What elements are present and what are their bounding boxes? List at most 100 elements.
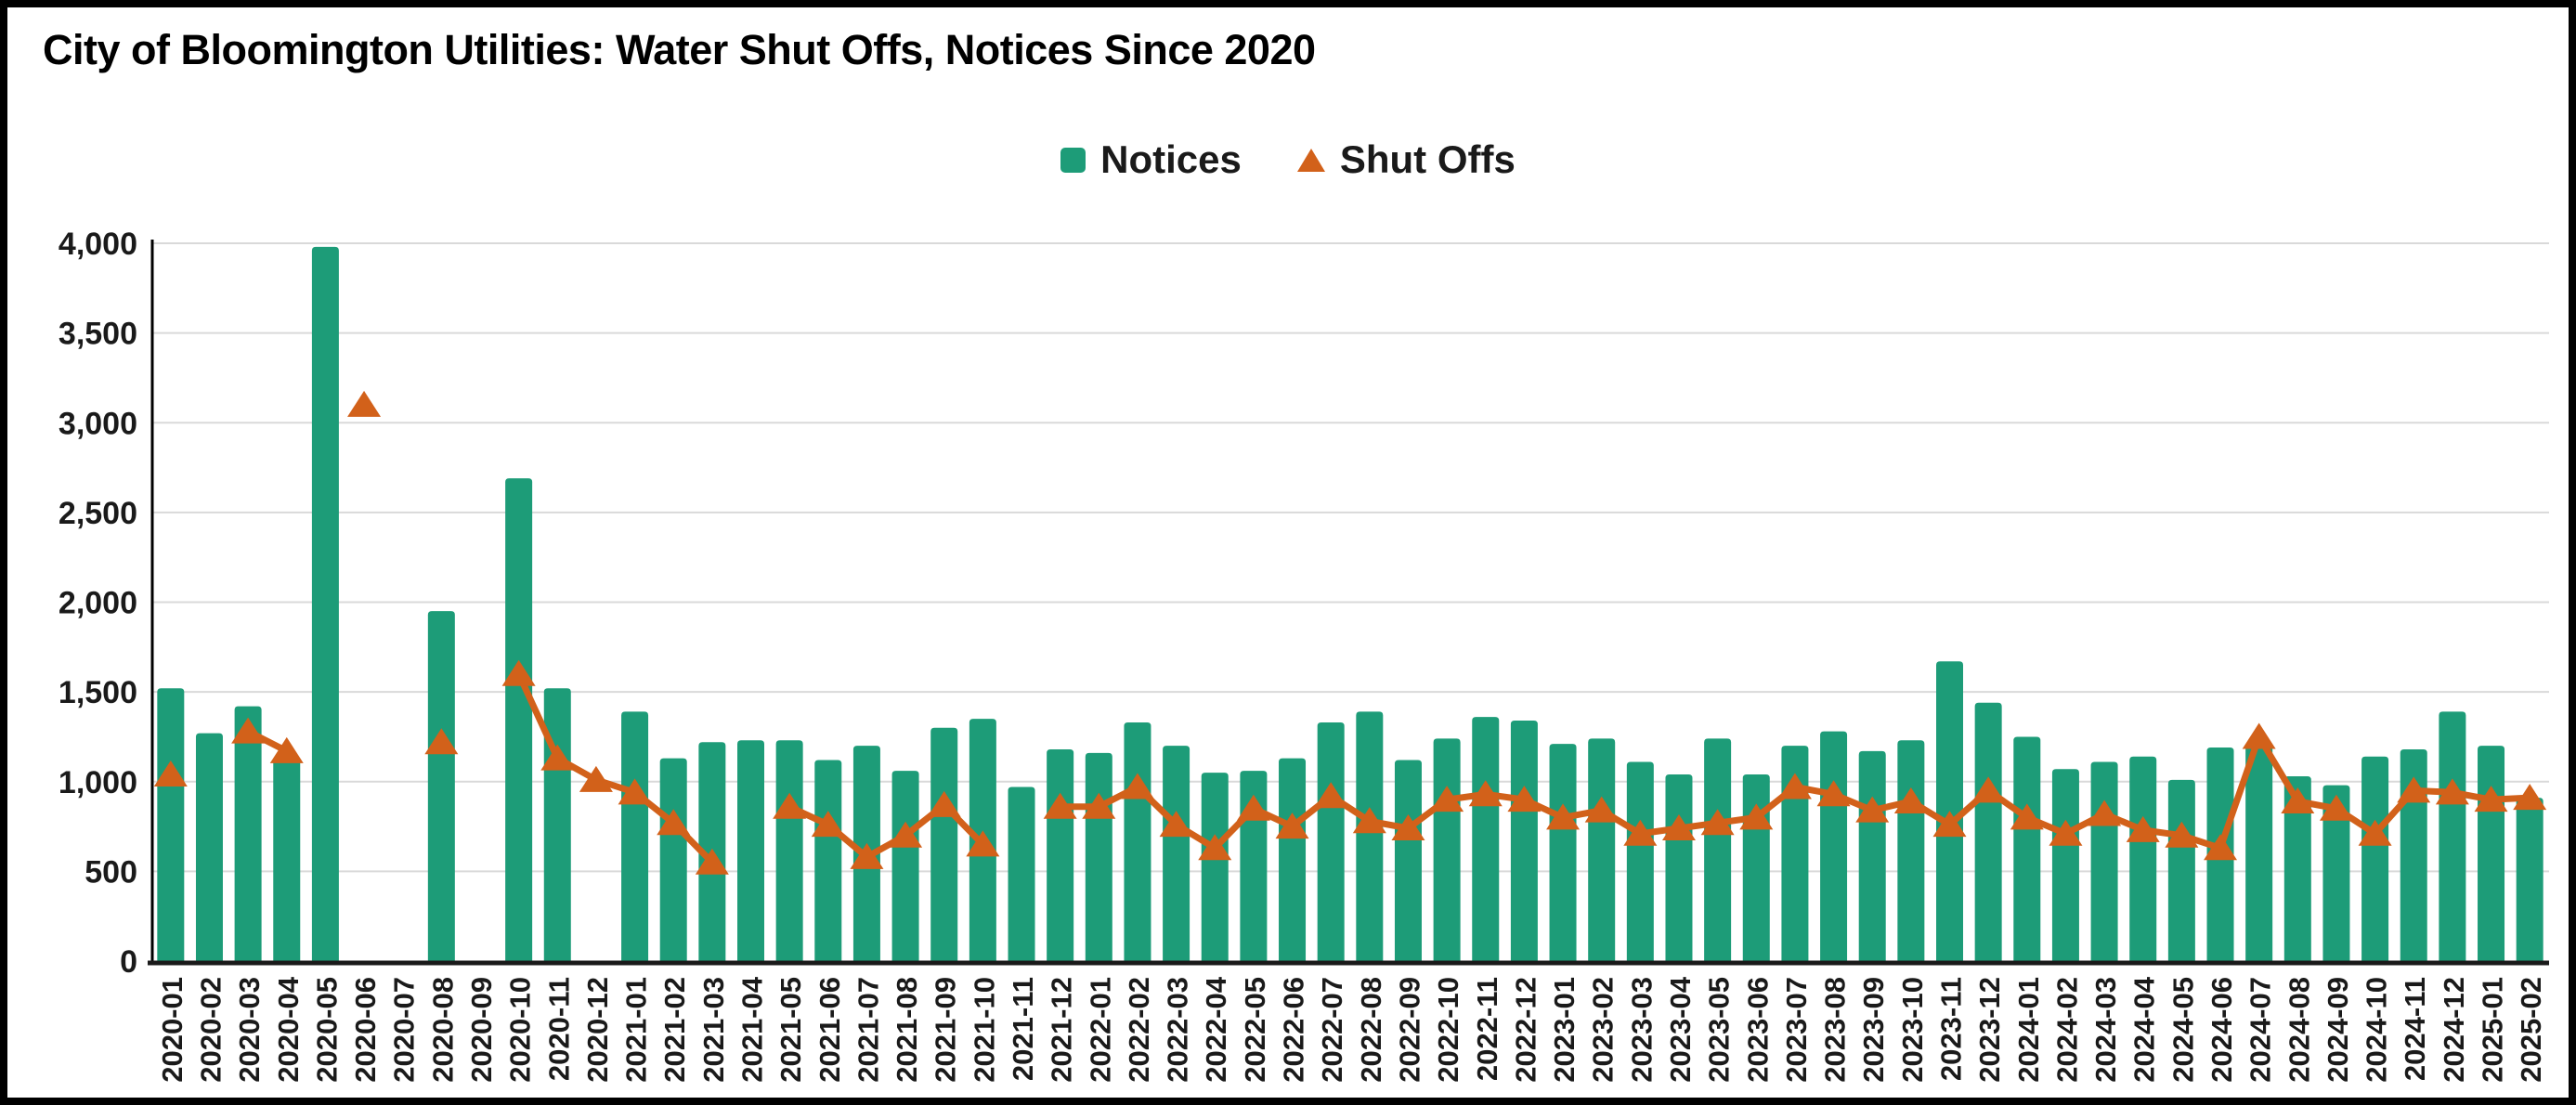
shutoffs-marker-2020-01 bbox=[153, 760, 188, 787]
shutoffs-marker-2021-10 bbox=[966, 830, 1000, 857]
shutoffs-marker-2024-07 bbox=[2242, 722, 2276, 749]
shutoffs-marker-2021-05 bbox=[773, 792, 807, 819]
x-tick-label-2021-01: 2021-01 bbox=[620, 977, 653, 1083]
x-tick-label-2024-11: 2024-11 bbox=[2399, 977, 2431, 1081]
y-tick-label-3500: 3,500 bbox=[59, 317, 137, 352]
shutoffs-marker-2024-08 bbox=[2281, 787, 2315, 814]
x-tick-label-2022-10: 2022-10 bbox=[1432, 977, 1464, 1083]
shutoffs-marker-2024-01 bbox=[2010, 803, 2044, 830]
y-tick-label-2500: 2,500 bbox=[59, 496, 137, 531]
x-tick-label-2020-08: 2020-08 bbox=[426, 977, 459, 1083]
bar-2023-10 bbox=[1897, 740, 1925, 961]
shutoffs-marker-2022-07 bbox=[1314, 782, 1348, 809]
x-tick-label-2021-09: 2021-09 bbox=[930, 977, 962, 1083]
x-tick-label-2022-09: 2022-09 bbox=[1393, 977, 1425, 1083]
x-tick-label-2023-06: 2023-06 bbox=[1741, 977, 1774, 1083]
shutoffs-marker-2022-04 bbox=[1198, 834, 1232, 861]
y-tick-label-2000: 2,000 bbox=[59, 586, 137, 621]
x-tick-label-2023-09: 2023-09 bbox=[1857, 977, 1890, 1083]
shutoffs-line bbox=[244, 670, 2533, 866]
bar-2020-02 bbox=[195, 733, 223, 961]
shutoffs-marker-2024-04 bbox=[2126, 815, 2160, 842]
shutoffs-marker-2024-09 bbox=[2319, 794, 2353, 821]
legend-item-notices: Notices bbox=[1060, 137, 1242, 182]
shutoffs-marker-2021-08 bbox=[889, 821, 923, 848]
shutoffs-marker-2023-07 bbox=[1777, 773, 1812, 800]
bar-2023-02 bbox=[1588, 738, 1616, 961]
bar-2024-03 bbox=[2090, 761, 2118, 961]
bar-2025-02 bbox=[2516, 798, 2543, 961]
shutoffs-marker-2023-08 bbox=[1816, 780, 1851, 807]
bar-2022-09 bbox=[1394, 760, 1422, 961]
shutoffs-marker-2021-02 bbox=[657, 809, 691, 836]
x-tick-label-2024-07: 2024-07 bbox=[2244, 977, 2277, 1083]
x-tick-label-2023-05: 2023-05 bbox=[1703, 977, 1736, 1083]
bar-2021-04 bbox=[737, 740, 764, 961]
bar-2023-12 bbox=[1974, 702, 2002, 961]
x-tick-label-2023-12: 2023-12 bbox=[1973, 977, 2006, 1083]
x-tick-label-2020-06: 2020-06 bbox=[349, 977, 382, 1083]
bar-2023-04 bbox=[1665, 774, 1693, 961]
x-tick-label-2022-01: 2022-01 bbox=[1084, 977, 1116, 1083]
bar-2022-12 bbox=[1510, 721, 1538, 961]
bar-2024-09 bbox=[2322, 785, 2350, 961]
x-tick-label-2022-07: 2022-07 bbox=[1316, 977, 1348, 1083]
shutoffs-marker-2022-06 bbox=[1275, 812, 1309, 839]
x-tick-label-2023-02: 2023-02 bbox=[1587, 977, 1620, 1083]
bar-2021-06 bbox=[814, 760, 842, 961]
shutoffs-marker-2023-10 bbox=[1893, 787, 1928, 814]
x-tick-label-2024-08: 2024-08 bbox=[2283, 977, 2315, 1083]
shutoffs-marker-2025-01 bbox=[2474, 786, 2508, 812]
shutoffs-marker-2022-12 bbox=[1507, 786, 1542, 812]
x-tick-label-2022-12: 2022-12 bbox=[1509, 977, 1542, 1083]
shutoffs-marker-2021-03 bbox=[695, 848, 729, 875]
x-tick-label-2020-03: 2020-03 bbox=[233, 977, 266, 1083]
bar-2020-11 bbox=[543, 688, 571, 961]
shutoffs-marker-2022-02 bbox=[1120, 773, 1154, 800]
bar-2022-08 bbox=[1356, 711, 1384, 961]
shutoffs-marker-2020-03 bbox=[231, 717, 266, 744]
bar-2023-07 bbox=[1781, 746, 1809, 961]
x-tick-label-2024-10: 2024-10 bbox=[2361, 977, 2393, 1083]
shutoffs-marker-2022-05 bbox=[1236, 794, 1270, 821]
y-tick-label-500: 500 bbox=[85, 854, 137, 890]
x-tick-label-2023-08: 2023-08 bbox=[1819, 977, 1852, 1083]
x-tick-label-2021-03: 2021-03 bbox=[697, 977, 730, 1083]
x-tick-label-2020-01: 2020-01 bbox=[156, 977, 189, 1083]
bar-2024-04 bbox=[2129, 756, 2157, 961]
shutoffs-marker-2025-02 bbox=[2513, 784, 2547, 811]
x-tick-label-2022-08: 2022-08 bbox=[1355, 977, 1387, 1083]
shutoffs-marker-2024-11 bbox=[2397, 776, 2431, 803]
bar-2024-08 bbox=[2283, 775, 2311, 961]
bar-2023-05 bbox=[1704, 738, 1732, 961]
shutoffs-marker-2023-09 bbox=[1855, 796, 1890, 823]
shutoffs-triangle-icon bbox=[1296, 148, 1325, 172]
x-tick-label-2025-01: 2025-01 bbox=[2477, 977, 2509, 1083]
x-tick-label-2020-07: 2020-07 bbox=[388, 977, 421, 1083]
bar-2023-08 bbox=[1820, 731, 1848, 961]
bar-2021-12 bbox=[1047, 748, 1074, 961]
x-tick-label-2020-04: 2020-04 bbox=[272, 976, 305, 1083]
bar-2022-10 bbox=[1433, 738, 1461, 961]
bar-2021-09 bbox=[930, 727, 958, 961]
shutoffs-marker-2020-10 bbox=[501, 659, 536, 686]
bar-2020-03 bbox=[234, 706, 262, 961]
shutoffs-marker-2023-06 bbox=[1739, 803, 1774, 830]
x-tick-label-2024-02: 2024-02 bbox=[2050, 977, 2083, 1083]
bar-2024-01 bbox=[2013, 736, 2041, 961]
x-tick-label-2020-10: 2020-10 bbox=[504, 977, 537, 1083]
x-tick-label-2024-06: 2024-06 bbox=[2205, 977, 2238, 1083]
shutoffs-marker-2021-01 bbox=[618, 778, 652, 805]
x-tick-label-2024-09: 2024-09 bbox=[2322, 977, 2354, 1083]
x-tick-label-2024-03: 2024-03 bbox=[2089, 977, 2122, 1083]
shutoffs-marker-2024-06 bbox=[2204, 834, 2238, 861]
shutoffs-marker-2022-08 bbox=[1352, 807, 1386, 834]
shutoffs-marker-2024-12 bbox=[2435, 778, 2469, 805]
shutoffs-marker-2020-08 bbox=[424, 728, 459, 755]
shutoffs-marker-2020-04 bbox=[269, 736, 304, 763]
bar-2022-04 bbox=[1201, 773, 1229, 961]
bar-2024-05 bbox=[2167, 779, 2195, 961]
legend-label-notices: Notices bbox=[1100, 137, 1242, 181]
x-tick-label-2021-05: 2021-05 bbox=[774, 977, 807, 1083]
